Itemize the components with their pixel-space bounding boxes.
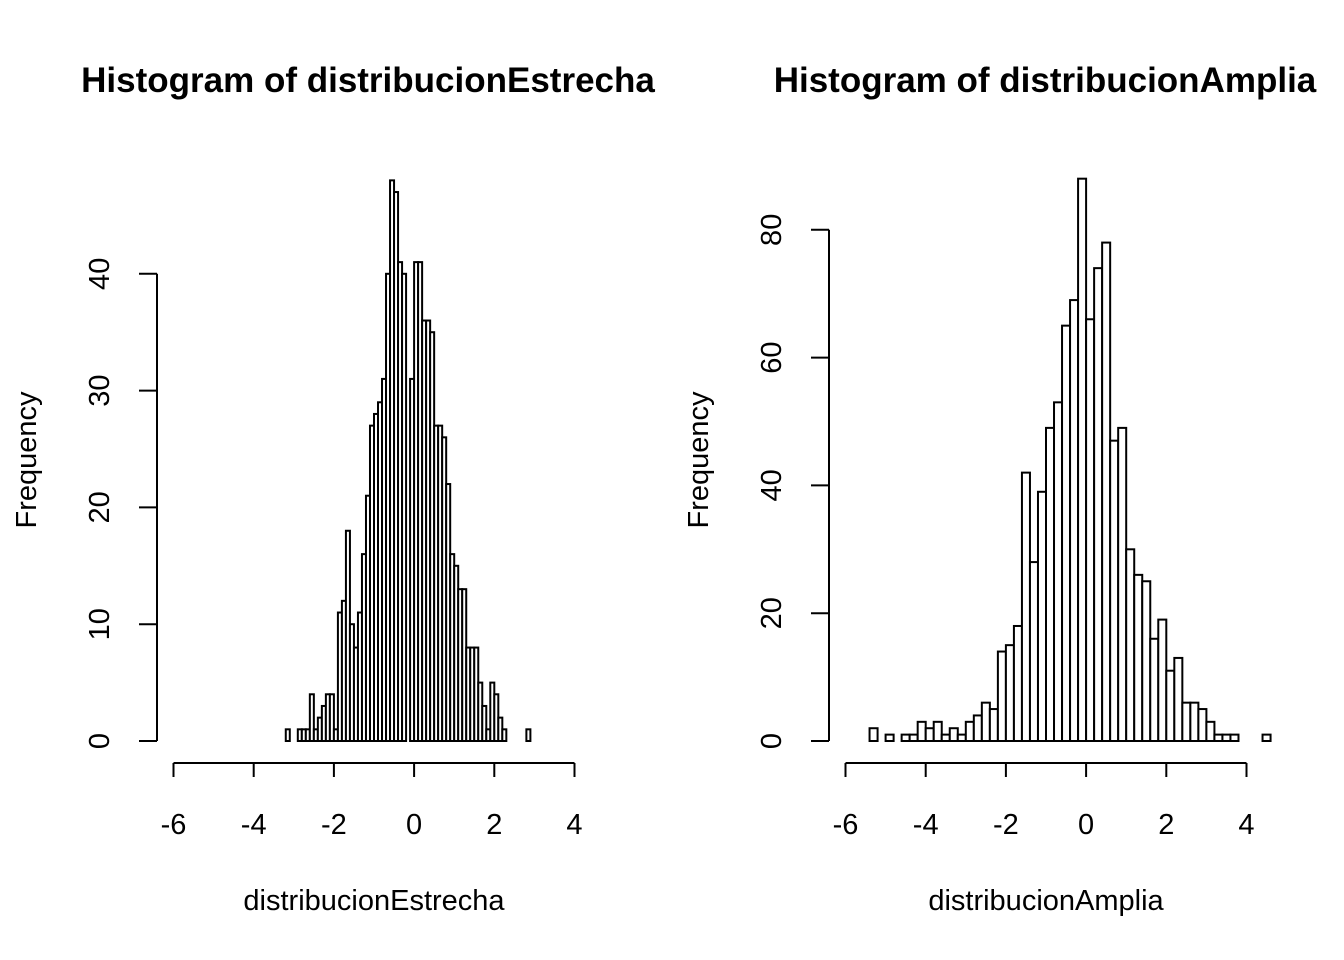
histogram-bar [1053,401,1064,742]
y-tick-label: 40 [756,469,788,501]
x-tick-label: 4 [1238,809,1254,841]
histogram-bar [916,720,927,743]
histogram-bar [1213,733,1224,742]
x-axis-label: distribucionEstrecha [243,885,505,917]
histogram-bar [1045,426,1056,742]
histogram-bar [1061,324,1072,742]
histogram-bar [1133,573,1144,742]
histogram-bar [284,728,291,743]
chart-title: Histogram of distribucionAmplia [774,61,1317,100]
x-tick-label: 4 [566,809,582,841]
x-axis-label: distribucionAmplia [928,885,1164,917]
histogram-bar [956,733,967,742]
y-axis-label: Frequency [11,391,43,529]
histogram-bar [1261,733,1272,742]
histogram-bar [1028,561,1039,743]
histogram-bar [1117,426,1128,742]
y-tick-label: 30 [84,374,116,406]
histogram-bar [1004,644,1015,743]
histogram-bar [1165,669,1176,743]
histogram-bar [1012,624,1023,742]
y-axis: 0 10 20 30 40 [84,258,158,749]
y-tick-label: 60 [756,341,788,373]
y-axis: 0 20 40 60 80 [756,214,830,749]
histogram-bar [1069,299,1080,742]
histogram-bar [1036,490,1047,743]
histogram-bar [501,728,508,743]
y-tick-label: 0 [756,733,788,749]
histogram-bar [1205,720,1216,743]
histogram-bar [900,733,911,742]
histogram-bar [1020,471,1031,742]
histogram-bar [1077,177,1088,742]
x-axis: -6 -4 -2 0 2 4 [161,762,583,841]
y-tick-label: 20 [84,491,116,523]
histogram-bar [908,733,919,742]
histogram-bar [988,708,999,742]
histogram-bar [328,693,335,743]
x-tick-label: 0 [1078,809,1094,841]
y-tick-label: 80 [756,214,788,246]
chart-title: Histogram of distribucionEstrecha [81,61,655,100]
histogram-bar [1149,637,1160,743]
histogram-bar [481,704,488,743]
histogram-bar [1141,580,1152,742]
histogram-bar [1229,733,1240,742]
histogram-bar [1189,701,1200,742]
y-tick-label: 10 [84,608,116,640]
histogram-bar [932,720,943,743]
histogram-bar [1101,241,1112,743]
histogram-bar [924,727,935,742]
bars [284,179,532,743]
x-tick-label: 2 [1158,809,1174,841]
x-tick-label: -4 [241,809,267,841]
bars [868,177,1272,743]
histogram-panel-estrecha: Histogram of distribucionEstrecha distri… [11,61,655,917]
x-tick-label: 2 [486,809,502,841]
histogram-bar [1173,656,1184,742]
histogram-bar [1181,701,1192,742]
histogram-bar [1157,618,1168,743]
x-tick-label: -4 [913,809,939,841]
x-tick-label: -2 [993,809,1019,841]
histogram-bar [940,733,951,742]
y-tick-label: 40 [84,258,116,290]
histogram-bar [401,272,408,742]
histogram-bar [1085,318,1096,742]
histogram-bar [1221,733,1232,742]
histogram-panel-amplia: Histogram of distribucionAmplia distribu… [683,61,1317,917]
histogram-bar [996,650,1007,742]
x-tick-label: -6 [161,809,187,841]
y-axis-label: Frequency [683,391,715,529]
x-tick-label: -6 [833,809,859,841]
histogram-bar [308,693,315,743]
y-tick-label: 20 [756,597,788,629]
histogram-bar [964,720,975,743]
y-tick-label: 0 [84,733,116,749]
histogram-bar [980,701,991,742]
histogram-bar [1093,267,1104,742]
histogram-bar [948,727,959,742]
histogram-bar [1125,548,1136,742]
histogram-bar [1197,708,1208,742]
histogram-bar [868,727,879,742]
histogram-bar [884,733,895,742]
x-tick-label: -2 [321,809,347,841]
x-axis: -6 -4 -2 0 2 4 [833,762,1255,841]
histogram-bar [1109,439,1120,742]
x-tick-label: 0 [406,809,422,841]
histogram-bar [972,714,983,743]
histogram-bar [525,728,532,743]
